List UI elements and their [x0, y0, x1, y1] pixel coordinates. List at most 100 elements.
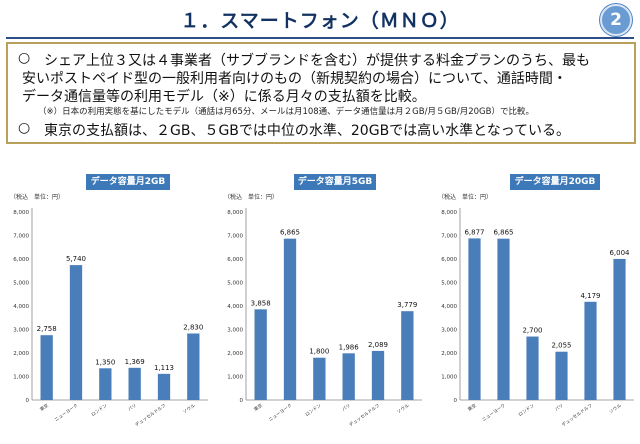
data-label: 2,089 [368, 341, 388, 349]
bar [342, 353, 355, 400]
bar [313, 357, 326, 400]
bar-chart-2gb: 0 1,000 2,000 3,000 4,000 5,000 6,000 7,000 8,00… [13, 208, 208, 428]
data-label: 2,758 [37, 325, 57, 333]
bar [187, 333, 200, 400]
data-label: 6,865 [280, 229, 300, 237]
bar-chart-5gb: 0 1,000 2,000 3,000 4,000 5,000 6,000 7,000 8,00… [227, 208, 422, 428]
bar [526, 336, 539, 400]
data-label: 5,740 [66, 255, 86, 263]
chart-title: データ容量月2GB [86, 174, 170, 190]
y-tick-label: 0 [454, 398, 458, 404]
y-tick-label: 2,000 [441, 351, 457, 357]
summary-line-1: シェア上位３又は４事業者（サブブランドを含む）が提供する料金プランのうち、最も [44, 53, 590, 69]
bar [555, 351, 568, 400]
category-label: ロンドン [90, 402, 109, 418]
category-label: デュッセルドルフ [134, 402, 168, 428]
chart-title: データ容量月20GB [510, 174, 600, 190]
category-label: パリ [554, 403, 565, 413]
chart-title: データ容量月5GB [294, 174, 376, 190]
unit-label: （税込 単位：円） [10, 194, 65, 201]
bar [128, 367, 141, 400]
y-tick-label: 3,000 [441, 328, 457, 334]
bar [99, 368, 112, 400]
category-label: ロンドン [304, 402, 323, 418]
data-label: 1,800 [309, 348, 329, 356]
data-label: 2,055 [551, 342, 571, 350]
category-label: パリ [127, 403, 138, 413]
data-label: 6,865 [493, 229, 513, 237]
chart-panel-20gb: データ容量月20GB （税込 単位：円） 0 1,000 2,000 3,000 4,0… [428, 168, 640, 444]
data-label: 1,350 [95, 358, 115, 366]
y-tick-label: 7,000 [441, 234, 457, 240]
y-tick-label: 1,000 [13, 375, 29, 381]
data-label: 6,877 [464, 228, 484, 236]
data-label: 2,830 [183, 323, 203, 331]
y-tick-label: 7,000 [13, 234, 29, 240]
category-label: 東京 [466, 402, 478, 413]
bar [468, 238, 481, 400]
y-tick-label: 1,000 [227, 375, 243, 381]
header: １．スマートフォン（ＭＮＯ） 2 [0, 0, 640, 40]
chart-panel-5gb: データ容量月5GB （税込 単位：円） 0 1,000 2,000 3,000 4,00… [214, 168, 428, 444]
bar [69, 265, 83, 400]
y-tick-label: 6,000 [227, 257, 243, 263]
category-label: 東京 [38, 402, 50, 413]
y-tick-label: 1,000 [441, 375, 457, 381]
summary-box: ○ シェア上位３又は４事業者（サブブランドを含む）が提供する料金プランのうち、最… [6, 42, 636, 144]
summary-line-3: データ通信量等の利用モデル（※）に係る月々の支払額を比較。 [22, 89, 426, 105]
y-tick-label: 8,000 [227, 210, 243, 216]
y-tick-label: 8,000 [441, 210, 457, 216]
title-underline [6, 37, 634, 39]
summary-line-4: 東京の支払額は、２GB、５GBでは中位の水準、20GBでは高い水準となっている。 [44, 123, 571, 139]
data-label: 4,179 [580, 292, 600, 300]
data-label: 6,004 [609, 249, 630, 257]
data-label: 3,858 [251, 299, 271, 307]
unit-label: （税込 単位：円） [224, 194, 279, 201]
y-tick-label: 4,000 [13, 304, 29, 310]
bar [497, 238, 510, 400]
bar-chart-20gb: 0 1,000 2,000 3,000 4,000 5,000 6,000 7,000 8,00… [441, 208, 634, 428]
bar [283, 238, 297, 400]
bar [584, 301, 597, 400]
y-tick-label: 3,000 [227, 328, 243, 334]
y-tick-label: 5,000 [13, 281, 29, 287]
bar [613, 258, 626, 400]
summary-line-2: 安いポストペイド型の一般利用者向けのもの（新規契約の場合）について、通話時間・ [22, 71, 567, 87]
y-tick-label: 2,000 [227, 351, 243, 357]
category-label: ソウル [608, 402, 623, 416]
y-tick-label: 2,000 [13, 351, 29, 357]
data-label: 1,369 [125, 358, 145, 366]
data-label: 1,113 [154, 364, 174, 372]
y-tick-label: 4,000 [227, 304, 243, 310]
y-tick-label: 4,000 [441, 304, 457, 310]
bar [401, 311, 414, 400]
summary-bullet-2: ○ [18, 120, 31, 136]
page-number-badge: 2 [600, 4, 632, 36]
bar [254, 309, 267, 400]
category-label: 東京 [252, 402, 264, 413]
chart-panel-2gb: データ容量月2GB （税込 単位：円） 0 1,000 2,000 3,000 4,00… [0, 168, 214, 444]
y-tick-label: 7,000 [227, 234, 243, 240]
category-label: パリ [341, 403, 352, 413]
y-tick-label: 0 [240, 398, 244, 404]
category-label: ロンドン [517, 402, 536, 418]
data-label: 1,986 [339, 343, 360, 351]
y-tick-label: 6,000 [13, 257, 29, 263]
bar [371, 350, 385, 400]
y-tick-label: 3,000 [13, 328, 29, 334]
bar [40, 335, 53, 400]
unit-label: （税込 単位：円） [438, 194, 493, 201]
page-title: １．スマートフォン（ＭＮＯ） [180, 10, 460, 32]
category-label: ソウル [181, 402, 196, 416]
data-label: 2,700 [522, 327, 542, 335]
bar [157, 373, 171, 400]
category-label: ニューヨーク [268, 403, 294, 423]
data-label: 3,779 [397, 301, 417, 309]
y-tick-label: 5,000 [441, 281, 457, 287]
category-label: ニューヨーク [481, 403, 507, 423]
y-tick-label: 5,000 [227, 281, 243, 287]
y-tick-label: 0 [26, 398, 30, 404]
summary-bullet-1: ○ [18, 50, 31, 66]
y-tick-label: 8,000 [13, 210, 29, 216]
category-label: ニューヨーク [54, 403, 80, 423]
